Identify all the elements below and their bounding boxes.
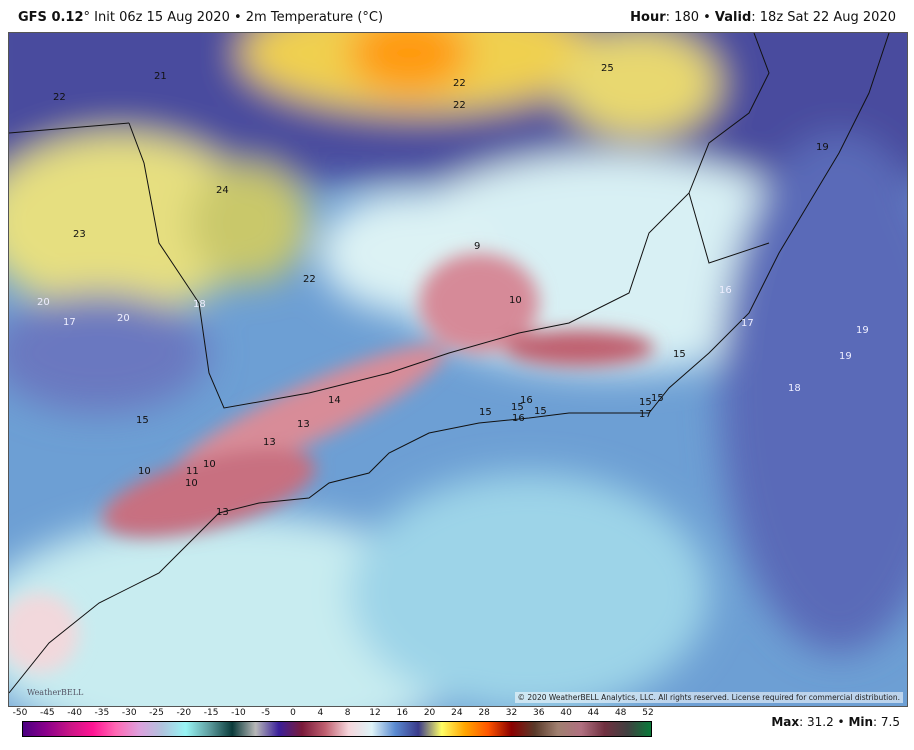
color-scale-tick: 16 (396, 708, 408, 718)
model-name: GFS 0.12 (18, 10, 84, 25)
color-scale-tick: -40 (67, 708, 82, 718)
color-scale-tick: -45 (39, 708, 55, 718)
valid-value: : 18z Sat 22 Aug 2020 (751, 10, 896, 25)
color-scale-tick: 4 (317, 708, 324, 718)
temperature-label: 17 (741, 318, 754, 329)
temperature-label: 21 (154, 71, 167, 82)
temperature-label: 17 (63, 317, 76, 328)
temperature-label: 19 (839, 351, 852, 362)
color-scale-tick: 36 (533, 708, 545, 718)
temperature-label: 19 (856, 325, 869, 336)
temperature-label: 15 (479, 407, 492, 418)
temperature-label: 22 (453, 78, 466, 89)
temperature-label: 15 (136, 415, 149, 426)
max-value: : 31.2 • (799, 715, 849, 729)
temperature-map[interactable]: 21 22 22 22 25 19 24 23 22 9 10 20 17 20 18 16 17 15 19 19 1… (8, 32, 908, 707)
color-scale-tick: -5 (261, 708, 271, 718)
color-scale-tick: -50 (12, 708, 28, 718)
color-scale-tick: 0 (290, 708, 296, 718)
temperature-label: 13 (216, 507, 229, 518)
temperature-label: 15 (511, 402, 524, 413)
color-scale-tick: 24 (451, 708, 463, 718)
cool-highlands (9, 253, 654, 673)
temperature-label: 10 (185, 478, 198, 489)
temperature-label: 20 (37, 297, 50, 308)
color-scale-tick: 48 (614, 708, 627, 718)
temperature-label: 10 (203, 459, 216, 470)
color-scale-tick: 28 (478, 708, 490, 718)
temperature-label: 19 (816, 142, 829, 153)
temperature-label: 9 (474, 241, 480, 252)
color-scale-tick: 52 (642, 708, 654, 718)
temperature-label: 15 (673, 349, 686, 360)
temperature-label: 16 (512, 413, 525, 424)
weatherbell-logo: WeatherBELL (27, 688, 84, 697)
valid-label: Valid (714, 10, 752, 25)
temperature-label: 15 (639, 397, 652, 408)
color-scale-tick: 40 (560, 708, 572, 718)
temperature-label: 25 (601, 63, 614, 74)
color-scale-tick: 32 (505, 708, 518, 718)
color-scale-tick: 8 (344, 708, 351, 718)
color-scale-tick: 20 (423, 708, 436, 718)
color-scale-tick: -30 (121, 708, 137, 718)
color-scale-tick: 12 (369, 708, 381, 718)
color-scale-tick: 44 (587, 708, 600, 718)
temperature-field (9, 33, 907, 706)
title: GFS 0.12° Init 06z 15 Aug 2020 • 2m Temp… (18, 10, 383, 25)
temperature-label: 13 (297, 419, 310, 430)
valid-time: Hour: 180 • Valid: 18z Sat 22 Aug 2020 (630, 10, 896, 25)
hour-label: Hour (630, 10, 666, 25)
copyright-notice: © 2020 WeatherBELL Analytics, LLC. All r… (514, 692, 903, 703)
color-scale-bar (22, 721, 652, 737)
color-scale-tick: -10 (231, 708, 246, 718)
temperature-label: 10 (509, 295, 522, 306)
temperature-label: 17 (639, 409, 652, 420)
temperature-label: 16 (719, 285, 732, 296)
temperature-label: 18 (193, 299, 206, 310)
coastline-and-borders (9, 33, 890, 694)
temperature-label: 18 (788, 383, 801, 394)
color-scale-tick: -35 (94, 708, 110, 718)
max-min-stats: Max: 31.2 • Min: 7.5 (771, 715, 900, 729)
temperature-label: 23 (73, 229, 86, 240)
temperature-label: 16 (520, 395, 533, 406)
temperature-label: 10 (138, 466, 151, 477)
temperature-label: 22 (453, 100, 466, 111)
min-value: : 7.5 (873, 715, 900, 729)
color-scale-tick: -15 (203, 708, 219, 718)
temperature-label: 22 (303, 274, 316, 285)
min-label: Min (848, 715, 874, 729)
max-label: Max (771, 715, 800, 729)
color-scale-tick: -25 (149, 708, 164, 718)
temperature-label: 11 (186, 466, 199, 477)
temperature-label: 15 (651, 393, 664, 404)
temperature-label: 24 (216, 185, 229, 196)
temperature-label: 20 (117, 313, 130, 324)
temperature-label: 15 (534, 406, 547, 417)
temperature-label: 13 (263, 437, 276, 448)
hour-value: : 180 • (665, 10, 715, 25)
temperature-label: 22 (53, 92, 66, 103)
temperature-label: 14 (328, 395, 341, 406)
init-info: ° Init 06z 15 Aug 2020 • 2m Temperature … (83, 10, 384, 25)
color-scale-tick: -20 (176, 708, 192, 718)
